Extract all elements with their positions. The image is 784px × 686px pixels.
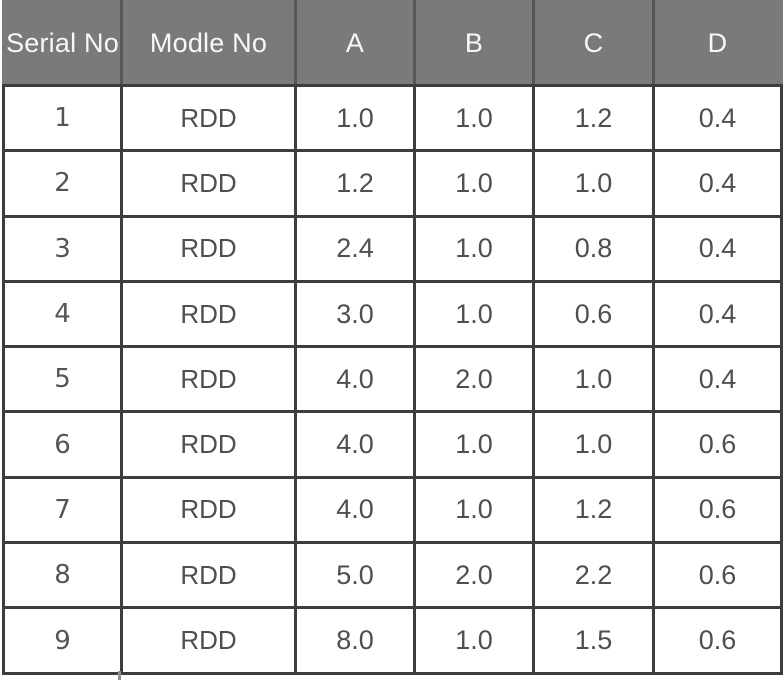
- value-c-cell: 2.2: [532, 541, 655, 610]
- header-col-a: A: [294, 0, 416, 87]
- table-row: 3 RDD 2.4 1.0 0.8 0.4: [2, 214, 783, 283]
- value-b-cell: 1.0: [413, 279, 535, 349]
- value-b-cell: 1.0: [413, 214, 535, 283]
- table-row: 1 RDD 1.0 1.0 1.2 0.4: [2, 83, 783, 153]
- model-cell: RDD: [120, 83, 297, 153]
- value-a-cell: 5.0: [294, 541, 416, 610]
- value-b-cell: 1.0: [413, 83, 535, 153]
- model-cell: RDD: [120, 214, 297, 283]
- serial-cell: 2: [2, 149, 123, 218]
- model-cell: RDD: [120, 541, 297, 610]
- header-col-c: C: [532, 0, 655, 87]
- value-a-cell: 8.0: [294, 606, 416, 675]
- model-cell: RDD: [120, 606, 297, 675]
- value-c-cell: 1.0: [532, 345, 655, 414]
- value-c-cell: 1.5: [532, 606, 655, 675]
- model-cell: RDD: [120, 475, 297, 545]
- value-d-cell: 0.4: [652, 345, 783, 414]
- table-row: 9 RDD 8.0 1.0 1.5 0.6: [2, 606, 783, 675]
- header-col-d: D: [652, 0, 783, 87]
- value-b-cell: 2.0: [413, 541, 535, 610]
- serial-cell: 7: [2, 475, 123, 545]
- value-d-cell: 0.4: [652, 279, 783, 349]
- serial-cell: 4: [2, 279, 123, 349]
- value-d-cell: 0.4: [652, 83, 783, 153]
- value-b-cell: 2.0: [413, 345, 535, 414]
- serial-cell: 6: [2, 410, 123, 479]
- value-c-cell: 0.6: [532, 279, 655, 349]
- value-c-cell: 1.2: [532, 83, 655, 153]
- header-col-b: B: [413, 0, 535, 87]
- serial-cell: 5: [2, 345, 123, 414]
- value-a-cell: 4.0: [294, 410, 416, 479]
- table-row: 2 RDD 1.2 1.0 1.0 0.4: [2, 149, 783, 218]
- serial-cell: 1: [2, 83, 123, 153]
- value-b-cell: 1.0: [413, 149, 535, 218]
- serial-cell: 9: [2, 606, 123, 675]
- value-d-cell: 0.6: [652, 410, 783, 479]
- model-cell: RDD: [120, 149, 297, 218]
- table-header: Serial No Modle No A B C D: [2, 0, 783, 87]
- value-d-cell: 0.4: [652, 149, 783, 218]
- value-a-cell: 1.2: [294, 149, 416, 218]
- serial-cell: 8: [2, 541, 123, 610]
- table-row: 8 RDD 5.0 2.0 2.2 0.6: [2, 541, 783, 610]
- value-c-cell: 1.2: [532, 475, 655, 545]
- value-c-cell: 0.8: [532, 214, 655, 283]
- value-c-cell: 1.0: [532, 410, 655, 479]
- value-d-cell: 0.6: [652, 541, 783, 610]
- table-body: 1 RDD 1.0 1.0 1.2 0.4 2 RDD 1.2 1.0 1.0 0.4 3 RDD 2.4 1…: [2, 83, 783, 675]
- value-b-cell: 1.0: [413, 606, 535, 675]
- model-cell: RDD: [120, 410, 297, 479]
- value-b-cell: 1.0: [413, 410, 535, 479]
- header-modle-no: Modle No: [120, 0, 297, 87]
- header-serial-no: Serial No: [2, 0, 123, 87]
- model-cell: RDD: [120, 279, 297, 349]
- table-row: 5 RDD 4.0 2.0 1.0 0.4: [2, 345, 783, 414]
- value-a-cell: 3.0: [294, 279, 416, 349]
- serial-cell: 3: [2, 214, 123, 283]
- cropped-next-row-divider: [118, 671, 121, 680]
- value-d-cell: 0.4: [652, 214, 783, 283]
- value-a-cell: 4.0: [294, 345, 416, 414]
- value-c-cell: 1.0: [532, 149, 655, 218]
- value-a-cell: 2.4: [294, 214, 416, 283]
- table-row: 4 RDD 3.0 1.0 0.6 0.4: [2, 279, 783, 349]
- value-d-cell: 0.6: [652, 475, 783, 545]
- header-row: Serial No Modle No A B C D: [2, 0, 783, 87]
- value-a-cell: 1.0: [294, 83, 416, 153]
- value-b-cell: 1.0: [413, 475, 535, 545]
- value-d-cell: 0.6: [652, 606, 783, 675]
- model-cell: RDD: [120, 345, 297, 414]
- table-row: 7 RDD 4.0 1.0 1.2 0.6: [2, 475, 783, 545]
- table-row: 6 RDD 4.0 1.0 1.0 0.6: [2, 410, 783, 479]
- value-a-cell: 4.0: [294, 475, 416, 545]
